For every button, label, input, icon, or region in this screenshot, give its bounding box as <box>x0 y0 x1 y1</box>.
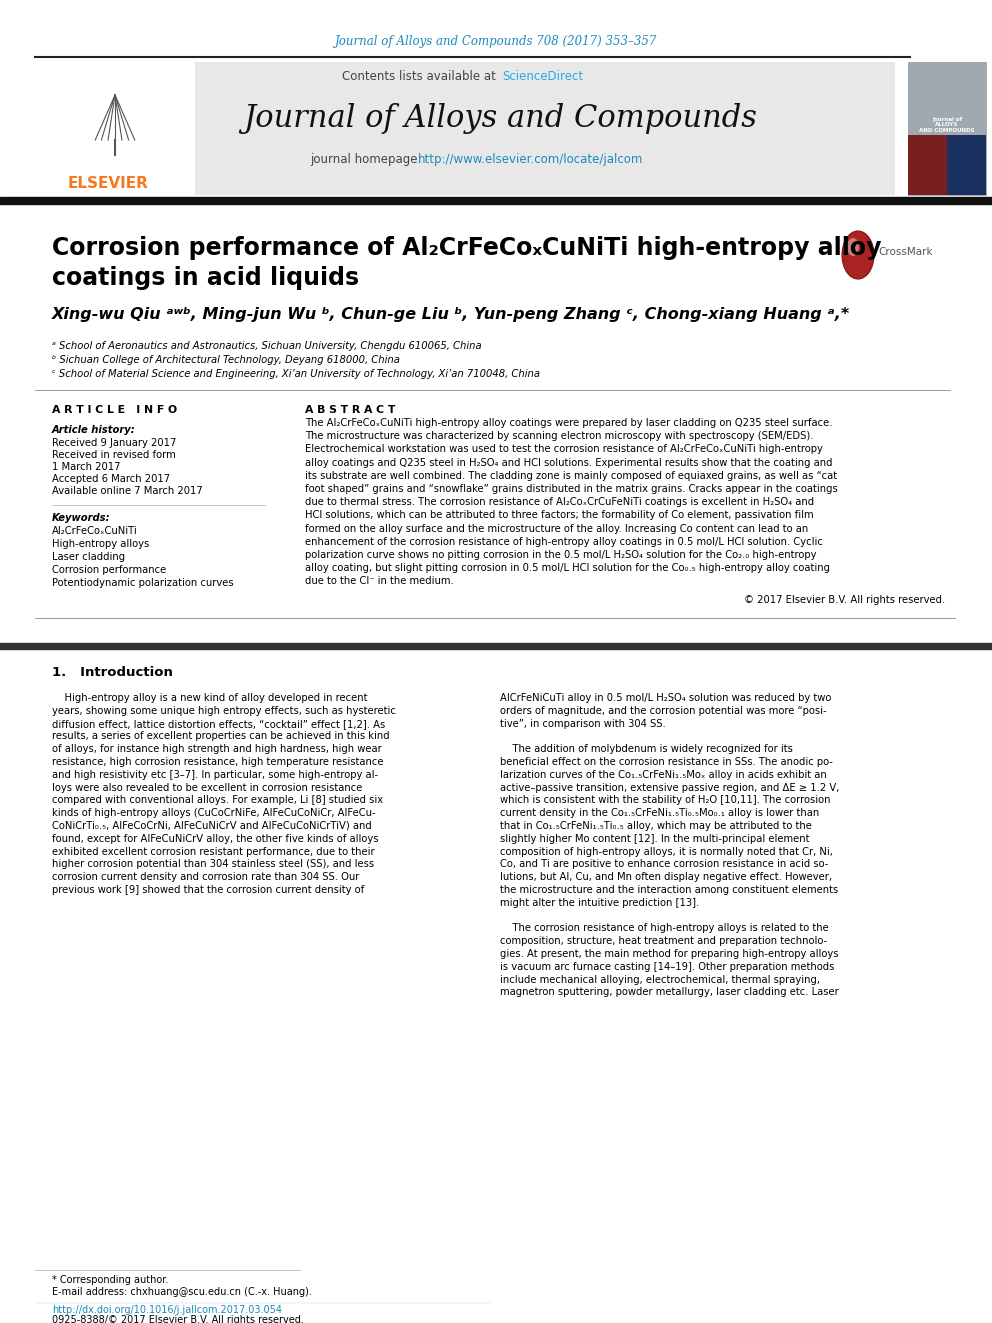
Text: might alter the intuitive prediction [13].: might alter the intuitive prediction [13… <box>500 898 699 908</box>
Text: * Corresponding author.: * Corresponding author. <box>52 1275 169 1285</box>
Text: composition, structure, heat treatment and preparation technolo-: composition, structure, heat treatment a… <box>500 937 827 946</box>
Text: composition of high-entropy alloys, it is normally noted that Cr, Ni,: composition of high-entropy alloys, it i… <box>500 847 833 856</box>
Text: Accepted 6 March 2017: Accepted 6 March 2017 <box>52 474 170 484</box>
Bar <box>30 62 195 194</box>
Text: and high resistivity etc [3–7]. In particular, some high-entropy al-: and high resistivity etc [3–7]. In parti… <box>52 770 378 779</box>
Text: resistance, high corrosion resistance, high temperature resistance: resistance, high corrosion resistance, h… <box>52 757 384 767</box>
Text: E-mail address: chxhuang@scu.edu.cn (C.-x. Huang).: E-mail address: chxhuang@scu.edu.cn (C.-… <box>52 1287 311 1297</box>
Text: Journal of Alloys and Compounds: Journal of Alloys and Compounds <box>243 102 757 134</box>
Text: gies. At present, the main method for preparing high-entropy alloys: gies. At present, the main method for pr… <box>500 949 838 959</box>
Text: loys were also revealed to be excellent in corrosion resistance: loys were also revealed to be excellent … <box>52 783 362 792</box>
Text: is vacuum arc furnace casting [14–19]. Other preparation methods: is vacuum arc furnace casting [14–19]. O… <box>500 962 834 972</box>
Text: ᵃ School of Aeronautics and Astronautics, Sichuan University, Chengdu 610065, Ch: ᵃ School of Aeronautics and Astronautics… <box>52 341 482 351</box>
Text: 1.   Introduction: 1. Introduction <box>52 665 173 679</box>
Text: of alloys, for instance high strength and high hardness, high wear: of alloys, for instance high strength an… <box>52 745 382 754</box>
Text: results, a series of excellent properties can be achieved in this kind: results, a series of excellent propertie… <box>52 732 390 741</box>
Bar <box>908 62 986 194</box>
Text: Xing-wu Qiu ᵃʷᵇ, Ming-jun Wu ᵇ, Chun-ge Liu ᵇ, Yun-peng Zhang ᶜ, Chong-xiang Hua: Xing-wu Qiu ᵃʷᵇ, Ming-jun Wu ᵇ, Chun-ge … <box>52 307 850 323</box>
Text: the microstructure and the interaction among constituent elements: the microstructure and the interaction a… <box>500 885 838 894</box>
Text: kinds of high-entropy alloys (CuCoCrNiFe, AlFeCuCoNiCr, AlFeCu-: kinds of high-entropy alloys (CuCoCrNiFe… <box>52 808 376 818</box>
Text: http://dx.doi.org/10.1016/j.jallcom.2017.03.054: http://dx.doi.org/10.1016/j.jallcom.2017… <box>52 1304 282 1315</box>
Text: HCl solutions, which can be attributed to three factors; the formability of Co e: HCl solutions, which can be attributed t… <box>305 511 813 520</box>
Text: higher corrosion potential than 304 stainless steel (SS), and less: higher corrosion potential than 304 stai… <box>52 860 374 869</box>
Text: due to the Cl⁻ in the medium.: due to the Cl⁻ in the medium. <box>305 577 453 586</box>
Text: which is consistent with the stability of H₂O [10,11]. The corrosion: which is consistent with the stability o… <box>500 795 830 806</box>
Bar <box>908 135 947 194</box>
Text: A B S T R A C T: A B S T R A C T <box>305 405 396 415</box>
Bar <box>947 135 986 194</box>
Text: http://www.elsevier.com/locate/jalcom: http://www.elsevier.com/locate/jalcom <box>418 153 644 167</box>
Text: Corrosion performance of Al₂CrFeCoₓCuNiTi high-entropy alloy: Corrosion performance of Al₂CrFeCoₓCuNiT… <box>52 235 882 261</box>
Text: High-entropy alloy is a new kind of alloy developed in recent: High-entropy alloy is a new kind of allo… <box>52 693 367 703</box>
Text: Laser cladding: Laser cladding <box>52 552 125 562</box>
Text: years, showing some unique high entropy effects, such as hysteretic: years, showing some unique high entropy … <box>52 705 396 716</box>
Text: previous work [9] showed that the corrosion current density of: previous work [9] showed that the corros… <box>52 885 364 894</box>
Text: due to thermal stress. The corrosion resistance of Al₂CoₓCrCuFeNiTi coatings is : due to thermal stress. The corrosion res… <box>305 497 814 507</box>
Text: magnetron sputtering, powder metallurgy, laser cladding etc. Laser: magnetron sputtering, powder metallurgy,… <box>500 987 839 998</box>
Text: High-entropy alloys: High-entropy alloys <box>52 538 149 549</box>
Text: active–passive transition, extensive passive region, and ΔE ≥ 1.2 V,: active–passive transition, extensive pas… <box>500 783 839 792</box>
Text: ELSEVIER: ELSEVIER <box>67 176 149 191</box>
Text: CrossMark: CrossMark <box>878 247 932 257</box>
Text: compared with conventional alloys. For example, Li [8] studied six: compared with conventional alloys. For e… <box>52 795 383 806</box>
Bar <box>30 62 895 194</box>
Text: 1 March 2017: 1 March 2017 <box>52 462 120 472</box>
Text: ScienceDirect: ScienceDirect <box>502 70 583 82</box>
Text: The microstructure was characterized by scanning electron microscopy with spectr: The microstructure was characterized by … <box>305 431 813 441</box>
Text: orders of magnitude, and the corrosion potential was more “posi-: orders of magnitude, and the corrosion p… <box>500 705 826 716</box>
Text: Co, and Ti are positive to enhance corrosion resistance in acid so-: Co, and Ti are positive to enhance corro… <box>500 860 828 869</box>
Text: Electrochemical workstation was used to test the corrosion resistance of Al₂CrFe: Electrochemical workstation was used to … <box>305 445 823 454</box>
Text: AlCrFeNiCuTi alloy in 0.5 mol/L H₂SO₄ solution was reduced by two: AlCrFeNiCuTi alloy in 0.5 mol/L H₂SO₄ so… <box>500 693 831 703</box>
Text: coatings in acid liquids: coatings in acid liquids <box>52 266 359 290</box>
Text: enhancement of the corrosion resistance of high-entropy alloy coatings in 0.5 mo: enhancement of the corrosion resistance … <box>305 537 823 546</box>
Text: CoNiCrTi₀.₅, AlFeCoCrNi, AlFeCuNiCrV and AlFeCuCoNiCrTiV) and: CoNiCrTi₀.₅, AlFeCoCrNi, AlFeCuNiCrV and… <box>52 822 372 831</box>
Text: larization curves of the Co₁.₅CrFeNi₁.₅Moₓ alloy in acids exhibit an: larization curves of the Co₁.₅CrFeNi₁.₅M… <box>500 770 826 779</box>
Ellipse shape <box>842 232 874 279</box>
Text: slightly higher Mo content [12]. In the multi-principal element: slightly higher Mo content [12]. In the … <box>500 833 809 844</box>
Text: Corrosion performance: Corrosion performance <box>52 565 167 576</box>
Text: Potentiodynamic polarization curves: Potentiodynamic polarization curves <box>52 578 234 587</box>
Text: tive”, in comparison with 304 SS.: tive”, in comparison with 304 SS. <box>500 718 666 729</box>
Text: The Al₂CrFeCoₓCuNiTi high-entropy alloy coatings were prepared by laser cladding: The Al₂CrFeCoₓCuNiTi high-entropy alloy … <box>305 418 832 429</box>
Text: diffusion effect, lattice distortion effects, “cocktail” effect [1,2]. As: diffusion effect, lattice distortion eff… <box>52 718 385 729</box>
Text: alloy coatings and Q235 steel in H₂SO₄ and HCl solutions. Experimental results s: alloy coatings and Q235 steel in H₂SO₄ a… <box>305 458 832 467</box>
Text: formed on the alloy surface and the microstructure of the alloy. Increasing Co c: formed on the alloy surface and the micr… <box>305 524 808 533</box>
Text: Journal of Alloys and Compounds 708 (2017) 353–357: Journal of Alloys and Compounds 708 (201… <box>335 36 657 49</box>
Text: its substrate are well combined. The cladding zone is mainly composed of equiaxe: its substrate are well combined. The cla… <box>305 471 837 480</box>
Text: ᶜ School of Material Science and Engineering, Xi’an University of Technology, Xi: ᶜ School of Material Science and Enginee… <box>52 369 540 378</box>
Text: include mechanical alloying, electrochemical, thermal spraying,: include mechanical alloying, electrochem… <box>500 975 820 984</box>
Text: 0925-8388/© 2017 Elsevier B.V. All rights reserved.: 0925-8388/© 2017 Elsevier B.V. All right… <box>52 1315 304 1323</box>
Text: alloy coating, but slight pitting corrosion in 0.5 mol/L HCl solution for the Co: alloy coating, but slight pitting corros… <box>305 564 830 573</box>
Text: beneficial effect on the corrosion resistance in SSs. The anodic po-: beneficial effect on the corrosion resis… <box>500 757 833 767</box>
Text: Received in revised form: Received in revised form <box>52 450 176 460</box>
Text: A R T I C L E   I N F O: A R T I C L E I N F O <box>52 405 178 415</box>
Text: corrosion current density and corrosion rate than 304 SS. Our: corrosion current density and corrosion … <box>52 872 359 882</box>
Text: found, except for AlFeCuNiCrV alloy, the other five kinds of alloys: found, except for AlFeCuNiCrV alloy, the… <box>52 833 379 844</box>
Text: Al₂CrFeCoₓCuNiTi: Al₂CrFeCoₓCuNiTi <box>52 527 138 536</box>
Text: journal homepage:: journal homepage: <box>310 153 426 167</box>
Text: polarization curve shows no pitting corrosion in the 0.5 mol/L H₂SO₄ solution fo: polarization curve shows no pitting corr… <box>305 550 816 560</box>
Text: lutions, but Al, Cu, and Mn often display negative effect. However,: lutions, but Al, Cu, and Mn often displa… <box>500 872 832 882</box>
Text: current density in the Co₁.₅CrFeNi₁.₅Ti₀.₅Mo₀.₁ alloy is lower than: current density in the Co₁.₅CrFeNi₁.₅Ti₀… <box>500 808 819 818</box>
Text: Article history:: Article history: <box>52 425 136 435</box>
Ellipse shape <box>847 238 859 255</box>
Text: ᵇ Sichuan College of Architectural Technology, Deyang 618000, China: ᵇ Sichuan College of Architectural Techn… <box>52 355 400 365</box>
Text: The addition of molybdenum is widely recognized for its: The addition of molybdenum is widely rec… <box>500 745 793 754</box>
Text: that in Co₁.₅CrFeNi₁.₅Ti₀.₅ alloy, which may be attributed to the: that in Co₁.₅CrFeNi₁.₅Ti₀.₅ alloy, which… <box>500 822 811 831</box>
Text: Journal of
ALLOYS
AND COMPOUNDS: Journal of ALLOYS AND COMPOUNDS <box>920 116 975 134</box>
Text: Available online 7 March 2017: Available online 7 March 2017 <box>52 486 202 496</box>
Bar <box>908 62 986 135</box>
Text: Keywords:: Keywords: <box>52 513 111 523</box>
Text: exhibited excellent corrosion resistant performance, due to their: exhibited excellent corrosion resistant … <box>52 847 375 856</box>
Text: The corrosion resistance of high-entropy alloys is related to the: The corrosion resistance of high-entropy… <box>500 923 828 934</box>
Text: Received 9 January 2017: Received 9 January 2017 <box>52 438 177 448</box>
Text: Contents lists available at: Contents lists available at <box>342 70 500 82</box>
Text: © 2017 Elsevier B.V. All rights reserved.: © 2017 Elsevier B.V. All rights reserved… <box>744 595 945 605</box>
Text: foot shaped” grains and “snowflake” grains distributed in the matrix grains. Cra: foot shaped” grains and “snowflake” grai… <box>305 484 838 493</box>
